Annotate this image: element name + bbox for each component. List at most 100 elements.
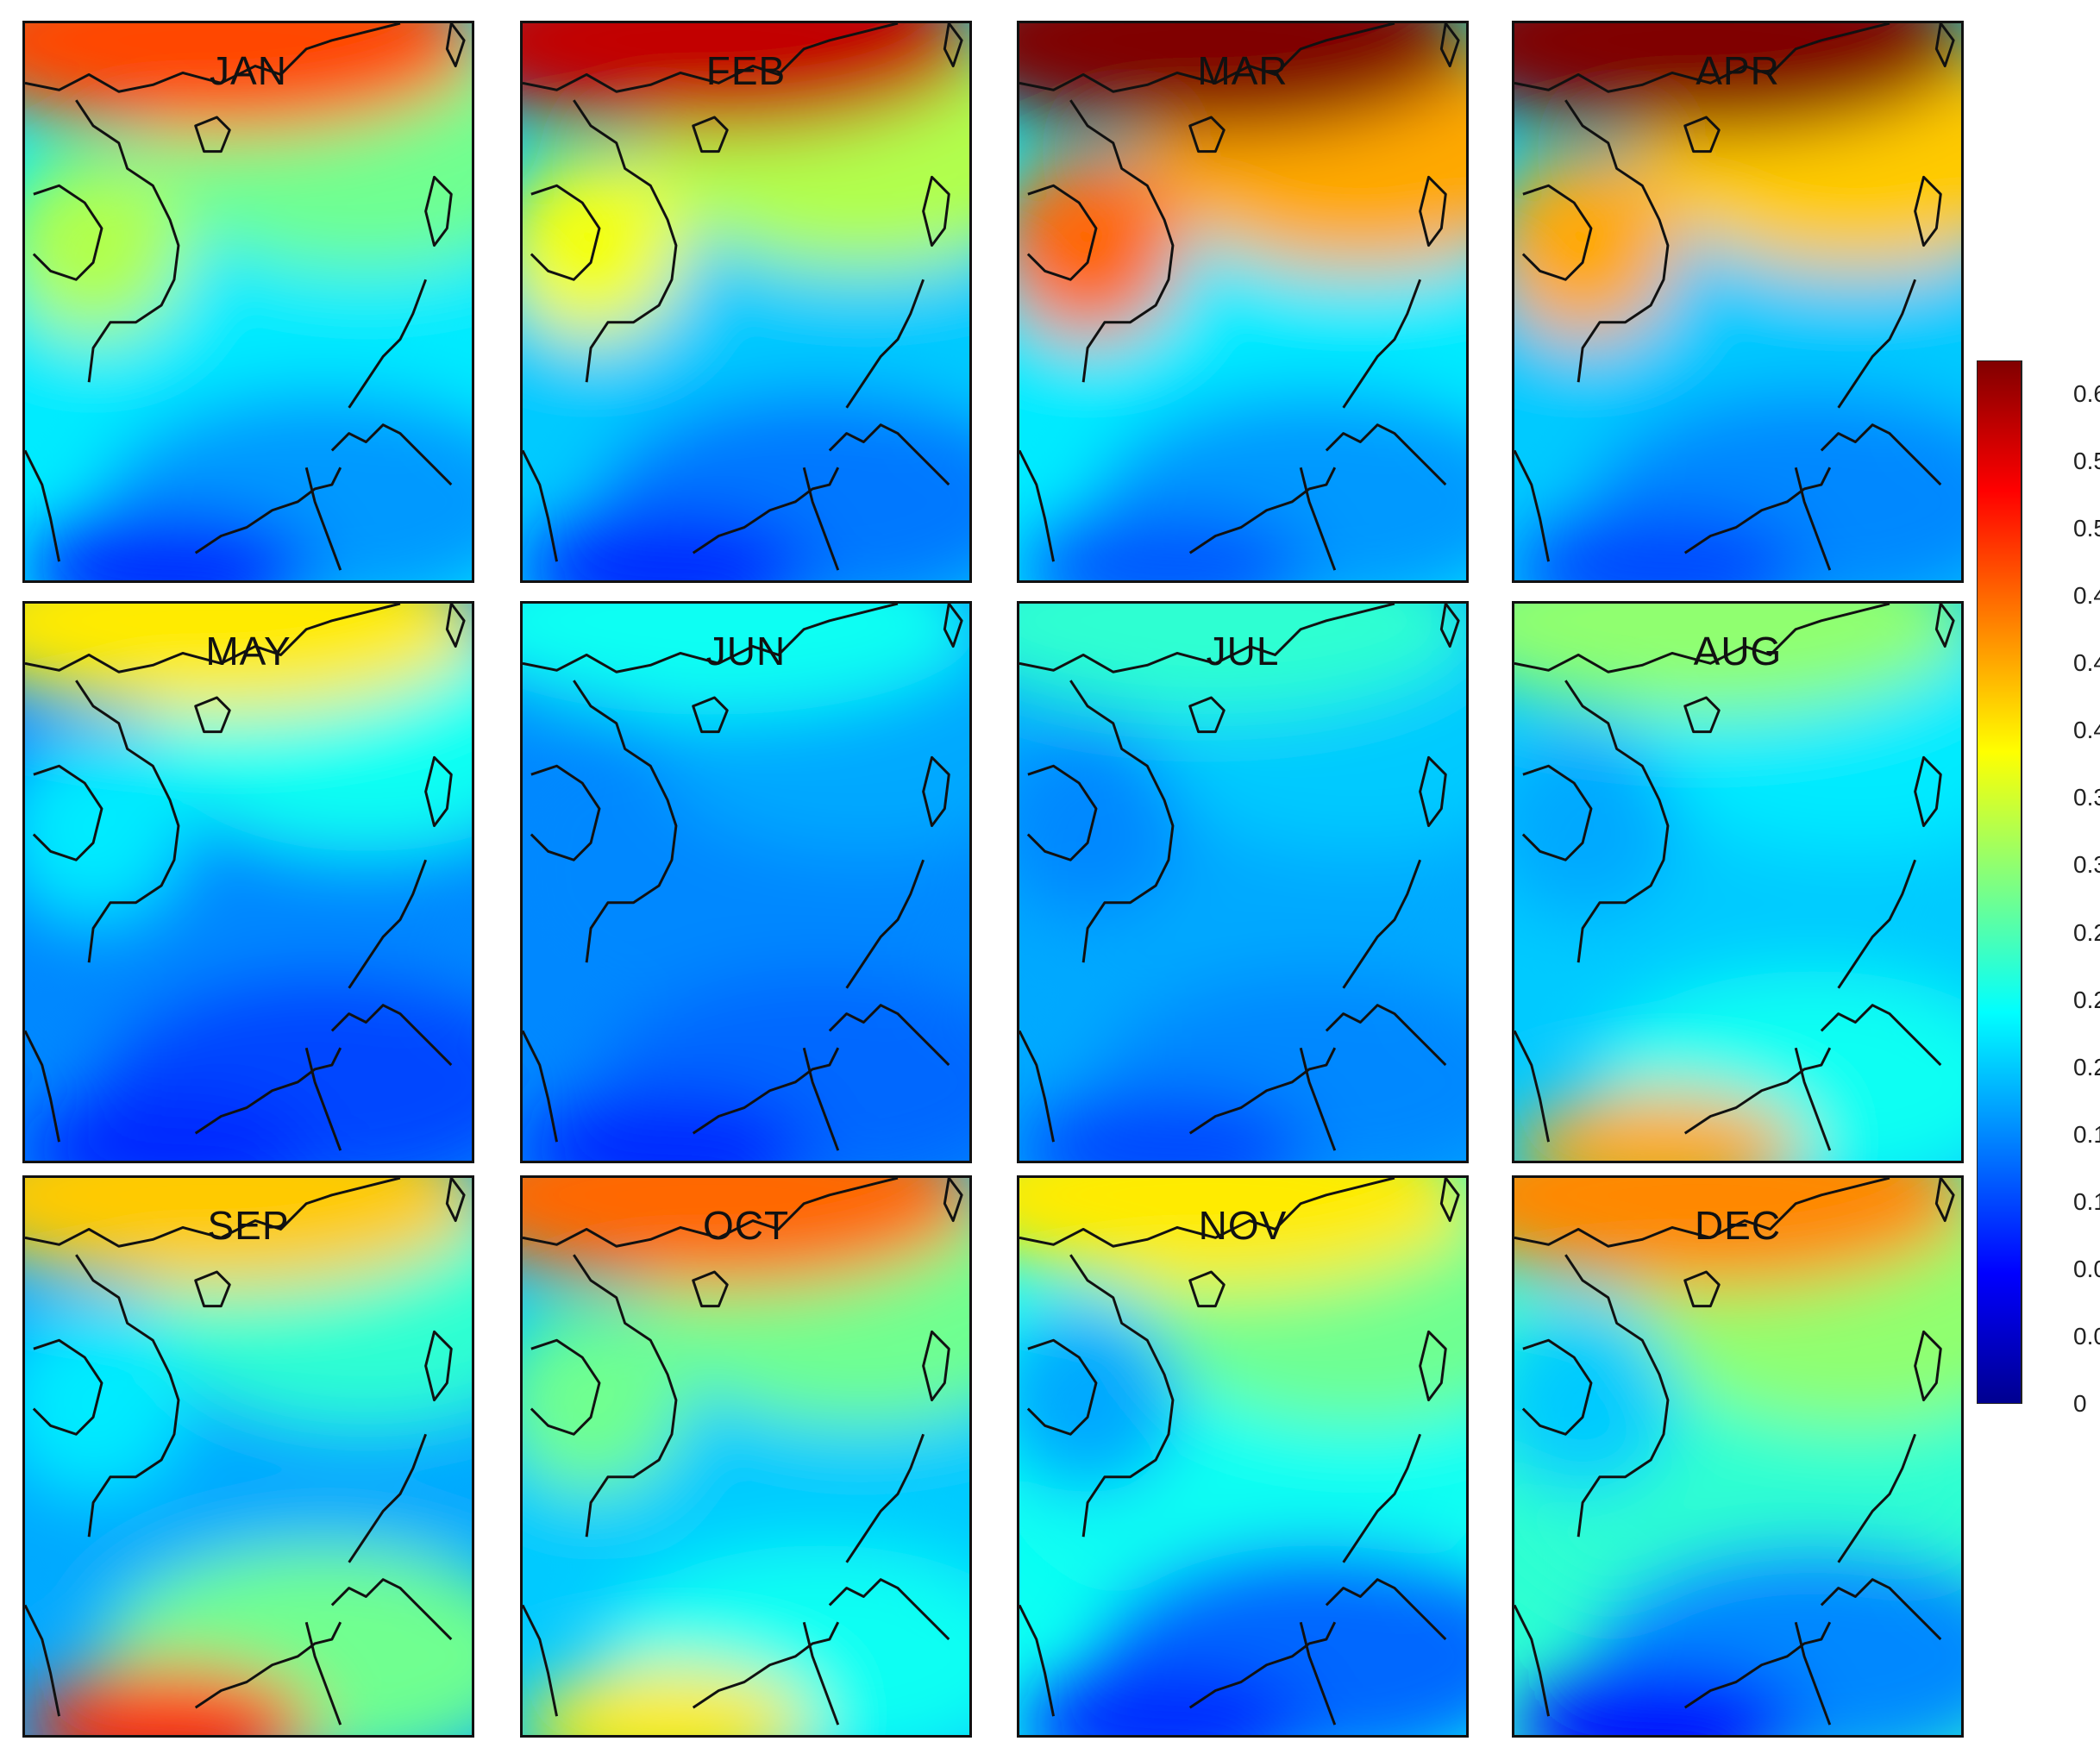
coastline xyxy=(1026,1338,1098,1436)
coastline xyxy=(692,1047,840,1135)
coastline xyxy=(1683,467,1832,554)
colorbar-tick-label: 0.12 xyxy=(2073,1187,2100,1215)
coastline xyxy=(1342,279,1422,409)
coastline xyxy=(1019,449,1055,562)
month-label: NOV xyxy=(1198,1203,1288,1248)
aerosol-field-map xyxy=(1514,1178,1961,1735)
coastlines xyxy=(1514,604,1955,1151)
coastline xyxy=(1019,1178,1395,1248)
coastline xyxy=(1188,1270,1226,1308)
coastline xyxy=(1026,184,1098,281)
coastline xyxy=(1914,1330,1942,1402)
field-inland xyxy=(1514,731,1677,920)
colorbar-tick-label: 0.08 xyxy=(2073,1255,2100,1282)
coastline xyxy=(922,175,950,247)
coastlines xyxy=(25,23,466,571)
coastline xyxy=(1439,23,1460,68)
coastline xyxy=(523,604,899,673)
coastline xyxy=(523,23,899,93)
month-label: MAR xyxy=(1197,48,1288,93)
coastline xyxy=(1914,175,1942,247)
coastline xyxy=(1521,764,1593,861)
coastline xyxy=(573,99,678,383)
coastline xyxy=(1026,764,1098,861)
coastline xyxy=(1188,1047,1337,1135)
coastline xyxy=(424,175,453,247)
coastline xyxy=(348,1433,428,1563)
coastline xyxy=(1419,755,1447,828)
coastline xyxy=(304,467,342,571)
coastline xyxy=(1188,1621,1337,1709)
coastline xyxy=(530,764,601,861)
coastline xyxy=(845,279,925,409)
map-panel-jan: JAN xyxy=(22,21,474,583)
month-label: FEB xyxy=(705,48,787,93)
coastline xyxy=(523,1030,558,1143)
coastline xyxy=(194,116,231,153)
colorbar-tick-label: 0.36 xyxy=(2073,784,2100,811)
colorbar-tick-label: 0.16 xyxy=(2073,1120,2100,1148)
coastline xyxy=(25,449,60,562)
map-panel-jul: JUL xyxy=(1017,601,1469,1163)
coastline xyxy=(828,1578,950,1641)
coastline xyxy=(1342,1433,1422,1563)
coastline xyxy=(828,423,950,486)
coastline xyxy=(32,1338,103,1436)
colorbar-tick-label: 0.28 xyxy=(2073,918,2100,946)
coastline xyxy=(1820,1578,1942,1641)
coastlines xyxy=(1019,1178,1460,1726)
coastline xyxy=(1934,1178,1955,1223)
coastline xyxy=(802,1047,840,1151)
coastline xyxy=(692,116,729,153)
coastline xyxy=(194,696,231,734)
field-north xyxy=(523,604,969,715)
coastline xyxy=(692,1621,840,1709)
field-north xyxy=(1514,604,1961,715)
coastline xyxy=(943,604,963,648)
coastline xyxy=(1019,604,1395,673)
coastline xyxy=(530,1338,601,1436)
map-panel-feb: FEB xyxy=(520,21,972,583)
coastline xyxy=(1325,423,1447,486)
field-north xyxy=(1019,23,1466,135)
aerosol-field-map xyxy=(1514,604,1961,1161)
month-label: JUL xyxy=(1206,629,1280,673)
coastline xyxy=(523,449,558,562)
coastline xyxy=(828,1004,950,1067)
coastline xyxy=(25,1604,60,1717)
field-inland xyxy=(523,151,685,340)
coastline xyxy=(75,680,180,963)
coastline xyxy=(25,23,401,93)
coastline xyxy=(530,184,601,281)
coastline xyxy=(845,1433,925,1563)
aerosol-field-map xyxy=(1019,604,1466,1161)
coastline xyxy=(1188,116,1226,153)
coastline xyxy=(1794,1047,1832,1151)
coastline xyxy=(75,99,180,383)
coastline xyxy=(194,1047,342,1135)
field-inland xyxy=(25,731,187,920)
coastline xyxy=(1837,859,1917,989)
coastline xyxy=(1564,99,1670,383)
coastline xyxy=(424,755,453,828)
field-north xyxy=(523,23,969,135)
coastline xyxy=(1683,1270,1721,1308)
coastline xyxy=(943,1178,963,1223)
aerosol-field-map xyxy=(1019,1178,1466,1735)
coastline xyxy=(348,279,428,409)
coastline xyxy=(1188,696,1226,734)
coastline xyxy=(943,23,963,68)
month-label: SEP xyxy=(207,1203,290,1248)
colorbar-tick-label: 0.32 xyxy=(2073,851,2100,879)
coastline xyxy=(523,1178,899,1248)
coastline xyxy=(1683,1047,1832,1135)
aerosol-field-map xyxy=(25,23,472,580)
coastline xyxy=(1521,184,1593,281)
coastline xyxy=(1069,99,1175,383)
coastline xyxy=(692,467,840,554)
aerosol-field-map xyxy=(523,23,969,580)
field-inland xyxy=(25,151,187,340)
coastline xyxy=(1564,1254,1670,1538)
colorbar-tick-label: 0.04 xyxy=(2073,1322,2100,1350)
coastline xyxy=(1325,1578,1447,1641)
